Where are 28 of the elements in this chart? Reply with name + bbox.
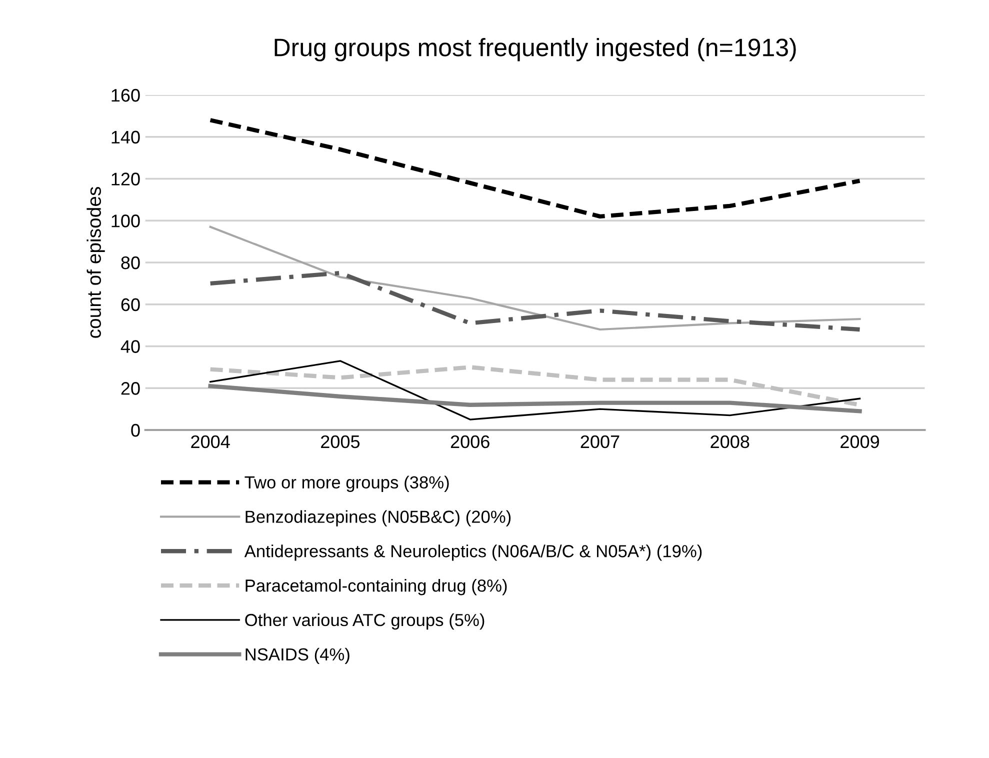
legend-label: NSAIDS (4%) [246,648,350,664]
line-series [209,226,861,331]
x-tick-label: 2006 [450,435,490,448]
y-tick-label: 100 [112,214,140,228]
y-tick-label: 160 [112,88,140,102]
x-tick-label: 2005 [321,435,360,448]
x-tick-label: 2004 [191,435,230,448]
legend-label: Other various ATC groups (5%) [245,613,484,630]
y-tick-label: 0 [131,424,140,437]
x-tick-label: 2007 [580,435,620,448]
y-tick-label: 80 [121,256,140,270]
line-series [208,384,862,414]
y-tick-label: 40 [120,340,140,353]
line-series [208,118,862,219]
legend-label: Two or more groups (38%) [244,476,449,492]
y-tick-label: 140 [112,130,140,144]
x-tick-label: 2008 [710,435,750,448]
y-tick-label: 60 [121,298,140,312]
line-series [208,270,862,332]
y-tick-label: 20 [121,382,140,395]
line-series [209,360,861,420]
legend-label: Antidepressants & Neuroleptics (N06A/B/C & N05A*) (19%) [244,544,702,561]
legend-label: Benzodiazepines (N05B&C) (20%) [246,510,511,526]
chart-title: Drug groups most frequently ingested (n=1913) [274,38,796,62]
y-axis-title: count of episodes [86,186,105,338]
x-tick-label: 2009 [840,435,879,448]
y-tick-label: 120 [112,172,140,186]
legend-label: Paracetamol-containing drug (8%) [246,579,507,596]
